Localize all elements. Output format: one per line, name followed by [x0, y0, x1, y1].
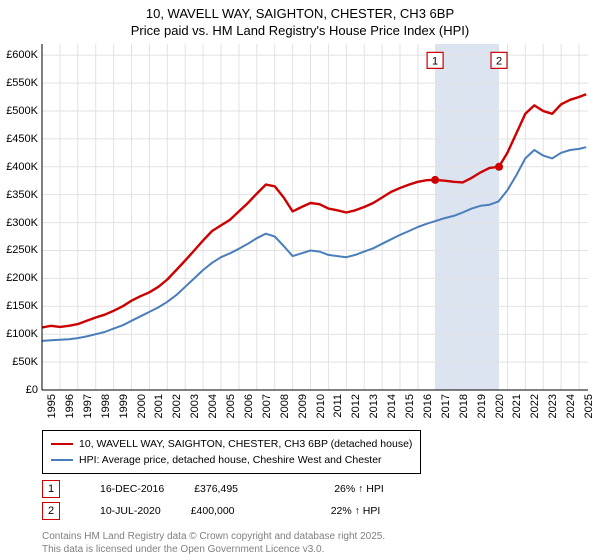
x-tick-label: 2005: [225, 394, 237, 418]
series-hpi: [42, 147, 586, 341]
x-tick-label: 2003: [189, 394, 201, 418]
y-tick-label: £50K: [0, 356, 38, 368]
y-tick-label: £0: [0, 384, 38, 396]
sale-marker-label: 1: [432, 55, 438, 67]
x-tick-label: 2000: [136, 394, 148, 418]
x-tick-label: 2019: [476, 394, 488, 418]
x-tick-label: 2007: [261, 394, 273, 418]
sale-date: 10-JUL-2020: [60, 505, 191, 517]
y-tick-label: £250K: [0, 244, 38, 256]
sale-row: 210-JUL-2020£400,00022% ↑ HPI: [42, 500, 414, 522]
sale-row: 116-DEC-2016£376,49526% ↑ HPI: [42, 478, 414, 500]
x-tick-label: 2021: [511, 394, 523, 418]
y-tick-label: £450K: [0, 133, 38, 145]
sale-row-marker: 1: [42, 480, 60, 498]
y-tick-label: £200K: [0, 272, 38, 284]
x-tick-label: 2012: [350, 394, 362, 418]
x-tick-label: 1996: [64, 394, 76, 418]
legend-swatch: [51, 459, 73, 461]
sale-delta: 26% ↑ HPI: [334, 483, 414, 495]
x-tick-label: 1995: [46, 394, 58, 418]
x-tick-label: 2020: [494, 394, 506, 418]
sale-date: 16-DEC-2016: [60, 483, 194, 495]
x-tick-label: 2024: [565, 394, 577, 418]
x-tick-label: 2010: [315, 394, 327, 418]
x-tick-label: 1998: [100, 394, 112, 418]
footer-text: Contains HM Land Registry data © Crown c…: [42, 530, 385, 556]
x-tick-label: 2025: [583, 394, 595, 418]
sale-marker-label: 2: [496, 55, 502, 67]
sale-price: £400,000: [191, 505, 331, 517]
footer-line1: Contains HM Land Registry data © Crown c…: [42, 530, 385, 543]
x-tick-label: 2011: [332, 394, 344, 418]
sale-marker-dot: [495, 163, 503, 171]
y-tick-label: £400K: [0, 161, 38, 173]
x-tick-label: 2006: [243, 394, 255, 418]
footer-line2: This data is licensed under the Open Gov…: [42, 543, 385, 556]
y-tick-label: £300K: [0, 217, 38, 229]
x-tick-label: 2013: [368, 394, 380, 418]
series-subject_property: [42, 94, 586, 327]
sale-price: £376,495: [194, 483, 334, 495]
x-tick-label: 2016: [422, 394, 434, 418]
y-tick-label: £150K: [0, 300, 38, 312]
x-tick-label: 2014: [386, 394, 398, 418]
x-tick-label: 2001: [153, 394, 165, 418]
x-tick-label: 2008: [279, 394, 291, 418]
sale-marker-dot: [431, 176, 439, 184]
x-tick-label: 1999: [118, 394, 130, 418]
legend-swatch: [51, 443, 73, 445]
legend-row: HPI: Average price, detached house, Ches…: [51, 452, 412, 468]
x-tick-label: 2004: [207, 394, 219, 418]
x-tick-label: 2015: [404, 394, 416, 418]
y-tick-label: £100K: [0, 328, 38, 340]
x-tick-label: 2017: [440, 394, 452, 418]
x-tick-label: 2022: [529, 394, 541, 418]
x-tick-label: 2009: [297, 394, 309, 418]
legend-row: 10, WAVELL WAY, SAIGHTON, CHESTER, CH3 6…: [51, 436, 412, 452]
legend-label: 10, WAVELL WAY, SAIGHTON, CHESTER, CH3 6…: [79, 438, 412, 450]
sale-delta: 22% ↑ HPI: [331, 505, 411, 517]
y-tick-label: £350K: [0, 189, 38, 201]
sale-row-marker: 2: [42, 502, 60, 520]
y-tick-label: £600K: [0, 49, 38, 61]
x-tick-label: 1997: [82, 394, 94, 418]
x-tick-label: 2018: [458, 394, 470, 418]
legend-box: 10, WAVELL WAY, SAIGHTON, CHESTER, CH3 6…: [42, 430, 421, 474]
legend-label: HPI: Average price, detached house, Ches…: [79, 454, 382, 466]
y-tick-label: £550K: [0, 77, 38, 89]
x-tick-label: 2002: [171, 394, 183, 418]
x-tick-label: 2023: [547, 394, 559, 418]
y-tick-label: £500K: [0, 105, 38, 117]
